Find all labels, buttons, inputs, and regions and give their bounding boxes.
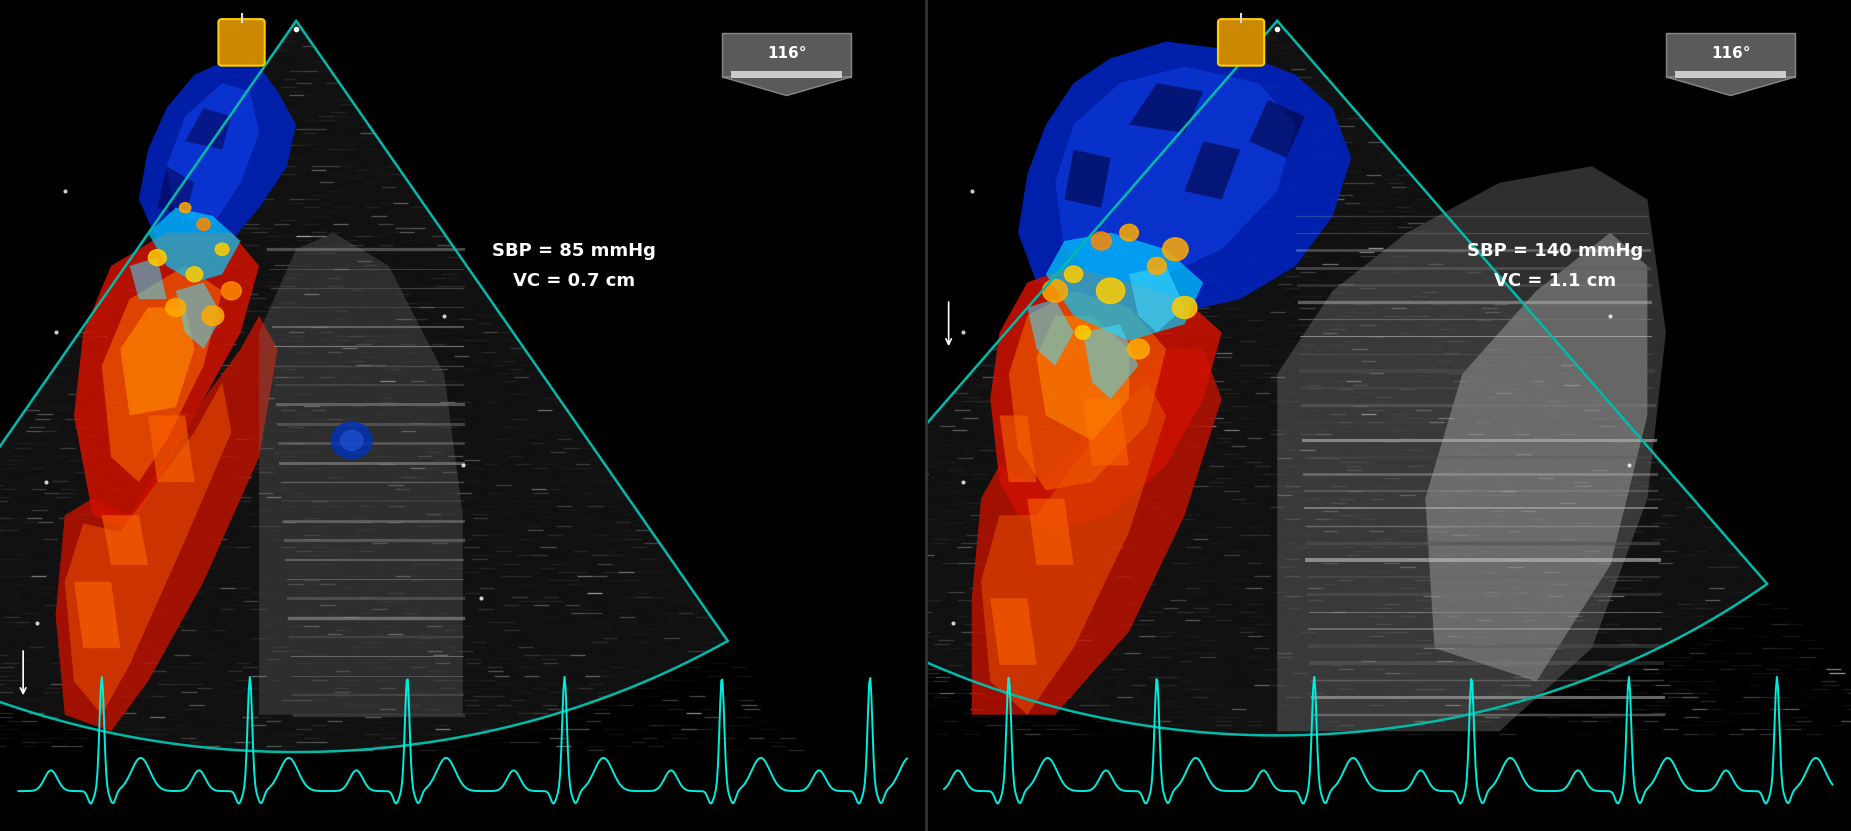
Circle shape <box>1120 224 1138 241</box>
Polygon shape <box>1037 316 1129 440</box>
Text: SBP = 140 mmHg
VC = 1.1 cm: SBP = 140 mmHg VC = 1.1 cm <box>1466 243 1644 289</box>
Polygon shape <box>1018 42 1351 316</box>
FancyBboxPatch shape <box>1218 19 1264 66</box>
Polygon shape <box>1185 141 1240 199</box>
Circle shape <box>196 219 211 230</box>
Polygon shape <box>722 77 851 96</box>
Polygon shape <box>1009 291 1166 490</box>
Polygon shape <box>176 283 222 349</box>
Polygon shape <box>1083 399 1129 465</box>
Polygon shape <box>1027 299 1074 366</box>
Text: 116°: 116° <box>766 46 807 61</box>
Polygon shape <box>1046 233 1203 341</box>
Polygon shape <box>787 21 1768 735</box>
Polygon shape <box>1666 77 1795 96</box>
Polygon shape <box>120 307 194 416</box>
FancyBboxPatch shape <box>722 33 851 77</box>
Polygon shape <box>65 382 231 715</box>
Polygon shape <box>74 233 259 532</box>
Polygon shape <box>972 349 1222 715</box>
Polygon shape <box>990 266 1222 532</box>
Circle shape <box>180 203 191 213</box>
Circle shape <box>148 249 167 266</box>
FancyBboxPatch shape <box>1666 33 1795 77</box>
Polygon shape <box>139 58 296 258</box>
Polygon shape <box>1027 499 1074 565</box>
Text: 116°: 116° <box>1710 46 1751 61</box>
Circle shape <box>1127 339 1149 359</box>
Polygon shape <box>74 582 120 648</box>
Polygon shape <box>157 166 194 216</box>
Circle shape <box>341 430 363 450</box>
Circle shape <box>1096 278 1125 303</box>
Circle shape <box>202 306 224 326</box>
Polygon shape <box>990 598 1037 665</box>
Circle shape <box>215 243 230 255</box>
Polygon shape <box>0 21 727 752</box>
Polygon shape <box>981 382 1166 715</box>
Text: SBP = 85 mmHg
VC = 0.7 cm: SBP = 85 mmHg VC = 0.7 cm <box>492 243 655 289</box>
Circle shape <box>1064 266 1083 283</box>
Circle shape <box>1172 297 1198 318</box>
FancyBboxPatch shape <box>731 71 842 78</box>
Polygon shape <box>259 233 463 715</box>
Polygon shape <box>1055 66 1296 283</box>
Circle shape <box>167 298 185 317</box>
Polygon shape <box>102 266 222 482</box>
Polygon shape <box>56 316 278 731</box>
Circle shape <box>187 267 202 282</box>
Circle shape <box>1162 238 1188 261</box>
Circle shape <box>222 282 241 300</box>
Polygon shape <box>148 416 194 482</box>
Polygon shape <box>1425 233 1647 681</box>
Circle shape <box>1075 326 1090 339</box>
Polygon shape <box>148 208 241 283</box>
Circle shape <box>331 422 372 459</box>
Circle shape <box>1042 280 1068 302</box>
Polygon shape <box>1083 324 1138 399</box>
Polygon shape <box>185 108 231 150</box>
Circle shape <box>1092 232 1111 250</box>
Circle shape <box>1148 258 1166 274</box>
FancyBboxPatch shape <box>1675 71 1786 78</box>
Polygon shape <box>167 83 259 224</box>
Polygon shape <box>1064 150 1111 208</box>
Polygon shape <box>1249 100 1305 158</box>
Polygon shape <box>1129 83 1203 133</box>
FancyBboxPatch shape <box>218 19 265 66</box>
Polygon shape <box>1129 266 1185 332</box>
Polygon shape <box>1000 416 1037 482</box>
Polygon shape <box>1277 166 1666 731</box>
Polygon shape <box>102 515 148 565</box>
Polygon shape <box>130 258 167 299</box>
